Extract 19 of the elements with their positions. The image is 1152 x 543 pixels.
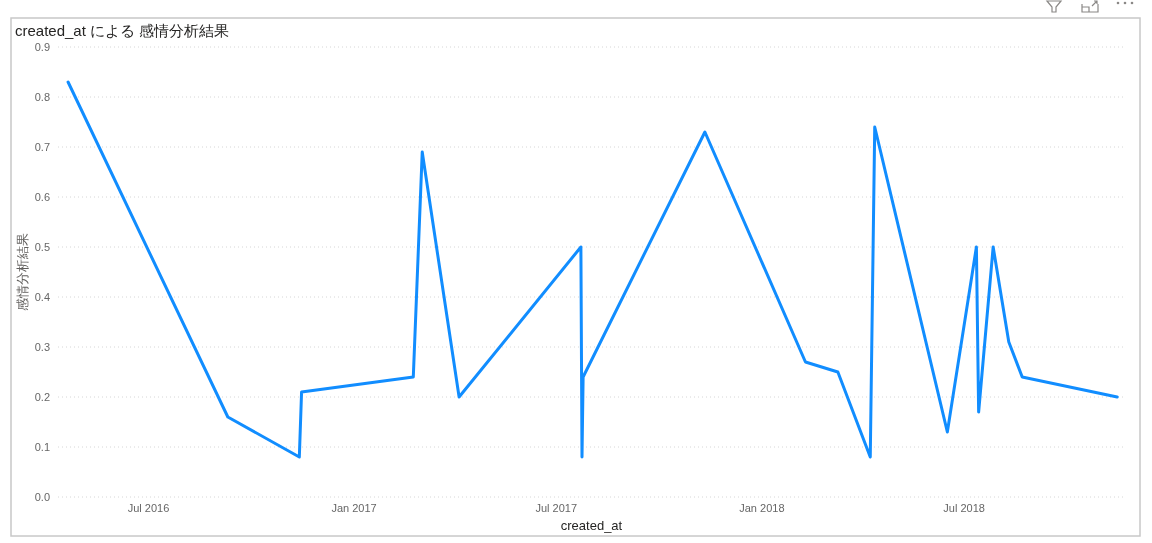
x-tick-label: Jan 2017 [331, 502, 377, 514]
y-tick-label: 0.7 [34, 141, 50, 153]
y-tick-label: 0.6 [34, 191, 50, 203]
y-tick-label: 0.5 [34, 241, 50, 253]
x-tick-label: Jul 2017 [535, 502, 578, 514]
y-tick-label: 0.1 [34, 441, 50, 453]
y-tick-label: 0.3 [34, 341, 50, 353]
y-axis-title: 感情分析結果 [15, 233, 30, 311]
y-tick-label: 0.9 [34, 41, 50, 53]
y-tick-label: 0.2 [34, 391, 50, 403]
y-tick-label: 0.4 [34, 291, 50, 303]
y-tick-label: 0.0 [34, 491, 50, 503]
line-series [66, 80, 1119, 459]
x-tick-label: Jul 2018 [943, 502, 985, 514]
chart-title: created_at による 感情分析結果 [15, 22, 230, 39]
y-tick-label: 0.8 [34, 91, 50, 103]
x-tick-label: Jul 2016 [127, 502, 170, 514]
x-axis-title: created_at [560, 518, 623, 533]
x-tick-label: Jan 2018 [739, 502, 785, 514]
